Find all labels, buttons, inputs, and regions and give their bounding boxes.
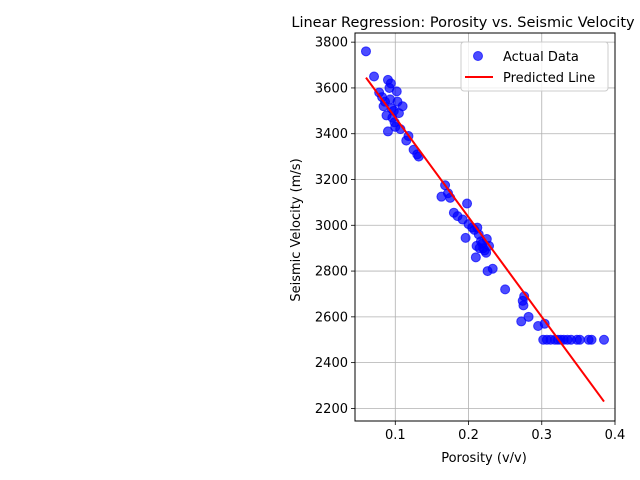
data-point [385, 78, 396, 89]
data-point [487, 263, 498, 274]
data-point [462, 198, 473, 209]
y-tick-label: 2200 [315, 402, 348, 417]
x-tick-label: 0.4 [605, 428, 626, 443]
x-tick-label: 0.3 [531, 428, 552, 443]
data-point [397, 101, 408, 112]
legend: Actual Data Predicted Line [460, 41, 609, 92]
legend-label-actual-data: Actual Data [503, 50, 579, 65]
y-axis-ticks: 2200 2400 2600 2800 3000 3200 3400 3600 3800 [315, 36, 355, 417]
data-point [360, 46, 371, 57]
y-tick-label: 3800 [315, 36, 348, 51]
x-tick-label: 0.2 [458, 428, 479, 443]
y-tick-label: 3600 [315, 81, 348, 96]
data-point [460, 232, 471, 243]
data-point [500, 284, 511, 295]
x-tick-label: 0.1 [385, 428, 406, 443]
legend-marker-actual-data [473, 51, 483, 61]
data-point [391, 86, 402, 97]
data-point [518, 300, 529, 311]
y-tick-label: 2400 [315, 356, 348, 371]
data-point [516, 316, 527, 327]
legend-box [460, 41, 609, 92]
data-point [523, 311, 534, 322]
y-tick-label: 3200 [315, 173, 348, 188]
x-axis-ticks: 0.1 0.2 0.3 0.4 [385, 421, 625, 443]
data-point [599, 334, 610, 345]
y-tick-label: 3400 [315, 127, 348, 142]
x-axis-label: Porosity (v/v) [441, 451, 527, 466]
plot-frame [354, 32, 616, 422]
data-point [470, 252, 481, 263]
data-point [586, 334, 597, 345]
y-tick-label: 2800 [315, 265, 348, 280]
legend-label-predicted-line: Predicted Line [503, 71, 595, 86]
predicted-line [365, 77, 605, 403]
y-tick-label: 2600 [315, 310, 348, 325]
y-tick-label: 3000 [315, 219, 348, 234]
predicted-line-group [365, 77, 605, 403]
data-point [369, 71, 380, 82]
chart-title: Linear Regression: Porosity vs. Seismic … [291, 15, 635, 31]
y-axis-label: Seismic Velocity (m/s) [289, 158, 304, 301]
scatter-points [360, 46, 610, 345]
data-point [574, 334, 585, 345]
data-point [382, 126, 393, 137]
